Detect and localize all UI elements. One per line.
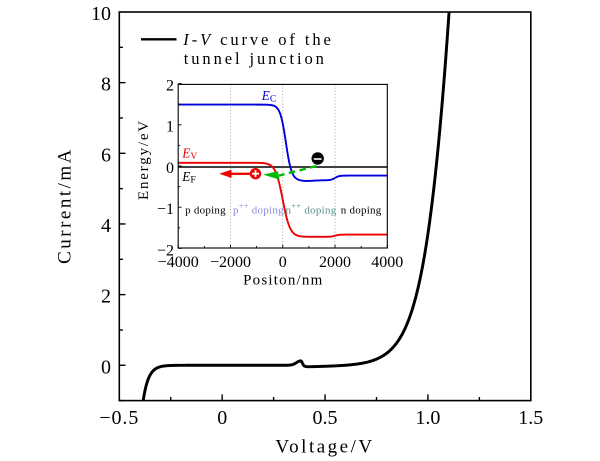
svg-text:−2000: −2000 <box>210 254 251 271</box>
svg-text:p doping: p doping <box>185 204 226 216</box>
svg-text:−2: −2 <box>157 242 174 259</box>
svg-text:EC: EC <box>261 88 277 105</box>
svg-text:p++ doping: p++ doping <box>233 201 284 217</box>
svg-text:6: 6 <box>101 144 111 166</box>
svg-text:1: 1 <box>166 119 174 136</box>
svg-text:0.5: 0.5 <box>313 407 338 429</box>
svg-text:n doping: n doping <box>341 204 382 216</box>
svg-text:Energy/eV: Energy/eV <box>136 119 152 200</box>
svg-text:I-V curve of the: I-V curve of the <box>182 30 333 49</box>
svg-text:−1: −1 <box>157 201 174 218</box>
svg-text:10: 10 <box>91 3 111 25</box>
svg-text:2: 2 <box>101 286 111 308</box>
svg-text:0: 0 <box>217 407 227 429</box>
svg-text:1.0: 1.0 <box>415 407 440 429</box>
svg-text:EV: EV <box>181 145 197 162</box>
svg-text:1.5: 1.5 <box>518 407 543 429</box>
svg-text:Voltage/V: Voltage/V <box>275 437 374 458</box>
svg-text:0: 0 <box>166 160 174 177</box>
svg-text:4000: 4000 <box>371 254 403 271</box>
svg-text:0: 0 <box>101 356 111 378</box>
svg-text:4: 4 <box>101 215 111 237</box>
svg-text:8: 8 <box>101 74 111 96</box>
svg-text:Positon/nm: Positon/nm <box>243 273 323 289</box>
svg-text:2000: 2000 <box>319 254 351 271</box>
svg-text:n++ doping: n++ doping <box>286 201 337 217</box>
svg-text:−0.5: −0.5 <box>99 407 139 429</box>
svg-text:Current/mA: Current/mA <box>55 147 76 264</box>
svg-text:EF: EF <box>181 169 196 186</box>
svg-text:2: 2 <box>166 78 174 95</box>
svg-text:tunnel junction: tunnel junction <box>184 49 327 68</box>
svg-text:−4000: −4000 <box>158 254 199 271</box>
svg-text:0: 0 <box>279 254 287 271</box>
